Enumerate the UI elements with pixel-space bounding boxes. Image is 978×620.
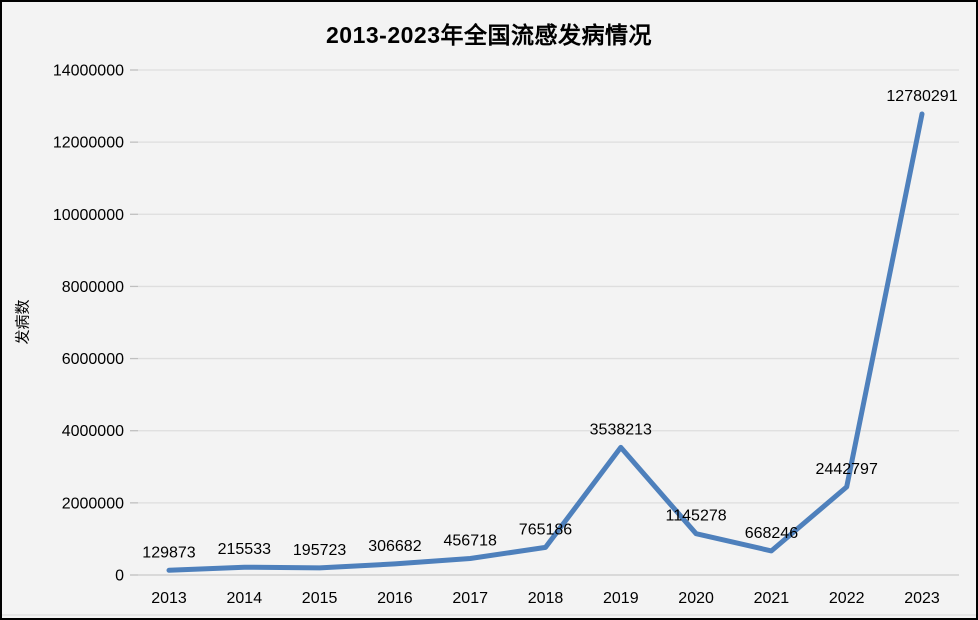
data-label: 195723 bbox=[293, 542, 346, 559]
x-tick-label: 2020 bbox=[678, 590, 714, 607]
x-tick-label: 2014 bbox=[227, 590, 263, 607]
y-tick-label: 4000000 bbox=[62, 423, 124, 440]
x-tick-label: 2018 bbox=[528, 590, 564, 607]
x-tick-label: 2016 bbox=[377, 590, 413, 607]
data-label: 668246 bbox=[745, 525, 798, 542]
data-label: 129873 bbox=[142, 544, 195, 561]
y-tick-label: 6000000 bbox=[62, 351, 124, 368]
y-tick-label: 10000000 bbox=[53, 207, 124, 224]
data-label: 456718 bbox=[444, 533, 497, 550]
x-tick-label: 2017 bbox=[452, 590, 488, 607]
data-label: 215533 bbox=[218, 541, 271, 558]
x-tick-label: 2013 bbox=[151, 590, 187, 607]
x-tick-label: 2023 bbox=[904, 590, 940, 607]
data-label: 306682 bbox=[368, 538, 421, 555]
x-tick-label: 2022 bbox=[829, 590, 865, 607]
y-tick-label: 14000000 bbox=[53, 63, 124, 80]
data-label: 2442797 bbox=[816, 461, 878, 478]
data-label: 1145278 bbox=[666, 508, 727, 525]
y-tick-label: 12000000 bbox=[53, 135, 124, 152]
x-tick-label: 2019 bbox=[603, 590, 639, 607]
data-label: 3538213 bbox=[590, 421, 652, 438]
y-tick-label: 0 bbox=[115, 568, 124, 585]
data-series-line bbox=[166, 111, 925, 573]
chart-title: 2013-2023年全国流感发病情况 bbox=[326, 22, 652, 48]
x-tick-label: 2021 bbox=[754, 590, 790, 607]
y-tick-label: 8000000 bbox=[62, 279, 124, 296]
data-label: 12780291 bbox=[886, 88, 957, 105]
y-tick-label: 2000000 bbox=[62, 495, 124, 512]
x-tick-label: 2015 bbox=[302, 590, 338, 607]
data-label: 765186 bbox=[519, 521, 572, 538]
